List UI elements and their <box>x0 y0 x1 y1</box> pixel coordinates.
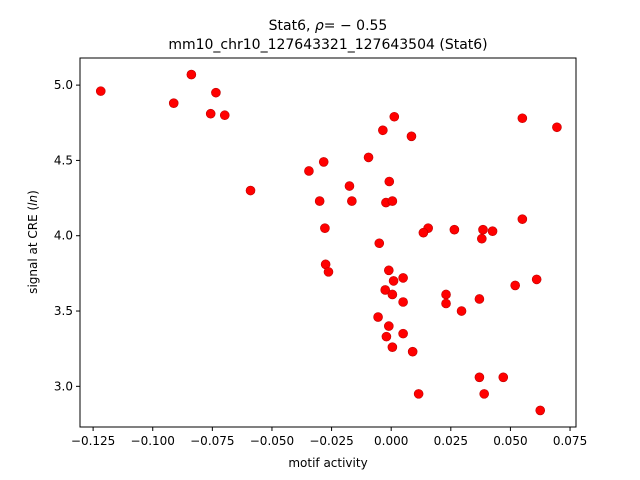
data-point-49 <box>407 346 418 357</box>
data-point-35 <box>380 285 391 295</box>
data-point-39 <box>441 298 451 309</box>
y-axis-label: signal at CRE (ln) <box>26 190 40 294</box>
data-point-12 <box>363 152 374 163</box>
x-axis-ticks: −0.125 −0.100 −0.075 −0.050 −0.025 0.000 0.025… <box>71 427 587 448</box>
title-rho-symbol: ρ <box>315 18 324 34</box>
data-point-19 <box>384 176 395 187</box>
data-point-32 <box>384 265 394 276</box>
data-point-48 <box>387 342 398 352</box>
data-point-24 <box>418 227 429 238</box>
data-point-37 <box>398 297 408 307</box>
title-rho-value: = − 0.55 <box>324 18 388 34</box>
data-point-54 <box>535 405 546 416</box>
data-point-27 <box>487 226 498 236</box>
chart-title-line1: Stat6, ρ= − 0.55 <box>269 18 388 34</box>
y-axis-label-ln: ln <box>26 195 40 206</box>
data-point-7 <box>304 166 314 176</box>
data-point-47 <box>398 328 408 339</box>
data-point-36 <box>387 289 398 300</box>
data-point-52 <box>479 389 489 399</box>
data-point-1 <box>186 69 197 80</box>
x-tick-label: 0.075 <box>553 434 587 448</box>
data-point-40 <box>456 306 467 316</box>
data-point-53 <box>413 389 424 399</box>
data-point-38 <box>441 289 451 300</box>
y-tick-label: 5.0 <box>54 78 73 92</box>
y-axis-label-prefix: signal at CRE ( <box>26 206 40 294</box>
x-tick-label: 0.000 <box>374 434 408 448</box>
x-tick-label: 0.050 <box>493 434 527 448</box>
x-axis-label: motif activity <box>288 456 367 470</box>
data-point-33 <box>388 276 399 286</box>
y-tick-label: 4.0 <box>54 229 73 243</box>
chart-title-line2: mm10_chr10_127643321_127643504 (Stat6) <box>168 37 487 53</box>
x-tick-label: −0.050 <box>250 434 294 448</box>
data-point-41 <box>474 294 485 304</box>
data-point-31 <box>552 122 562 133</box>
data-point-15 <box>323 267 334 277</box>
data-point-25 <box>449 224 460 235</box>
data-point-29 <box>517 214 528 224</box>
x-tick-label: −0.125 <box>71 434 115 448</box>
data-point-46 <box>381 331 392 342</box>
x-tick-label: −0.100 <box>131 434 175 448</box>
data-point-18 <box>406 131 417 142</box>
y-tick-label: 3.0 <box>54 379 73 393</box>
y-tick-label: 3.5 <box>54 304 73 318</box>
data-point-9 <box>314 196 325 206</box>
data-point-26 <box>478 224 488 235</box>
data-point-13 <box>320 223 330 233</box>
plot-area-frame <box>79 57 577 428</box>
x-tick-label: 0.025 <box>434 434 468 448</box>
data-point-21 <box>387 196 398 206</box>
data-point-4 <box>205 108 216 119</box>
x-tick-label: −0.075 <box>190 434 234 448</box>
data-point-30 <box>517 113 528 124</box>
data-point-5 <box>219 110 230 121</box>
data-point-8 <box>318 157 329 167</box>
data-point-22 <box>374 238 385 249</box>
data-point-10 <box>344 181 355 191</box>
data-point-45 <box>384 321 394 331</box>
data-point-51 <box>498 372 509 383</box>
y-axis-label-suffix: ) <box>26 190 40 195</box>
data-point-11 <box>347 196 357 206</box>
title-prefix: Stat6, <box>269 18 315 34</box>
data-point-6 <box>245 185 256 196</box>
data-point-43 <box>531 274 542 285</box>
y-axis-ticks: 3.0 3.5 4.0 4.5 5.0 <box>54 78 80 393</box>
data-point-28 <box>477 233 487 244</box>
data-point-34 <box>398 273 408 283</box>
data-point-0 <box>95 86 106 96</box>
data-point-17 <box>389 111 400 122</box>
data-point-44 <box>373 312 383 322</box>
data-point-42 <box>510 280 520 291</box>
y-tick-label: 4.5 <box>54 153 73 167</box>
scatter-points <box>95 69 562 416</box>
data-point-50 <box>474 372 485 383</box>
data-point-2 <box>168 98 179 108</box>
data-point-16 <box>378 125 388 136</box>
data-point-3 <box>211 87 221 98</box>
x-tick-label: −0.025 <box>309 434 353 448</box>
